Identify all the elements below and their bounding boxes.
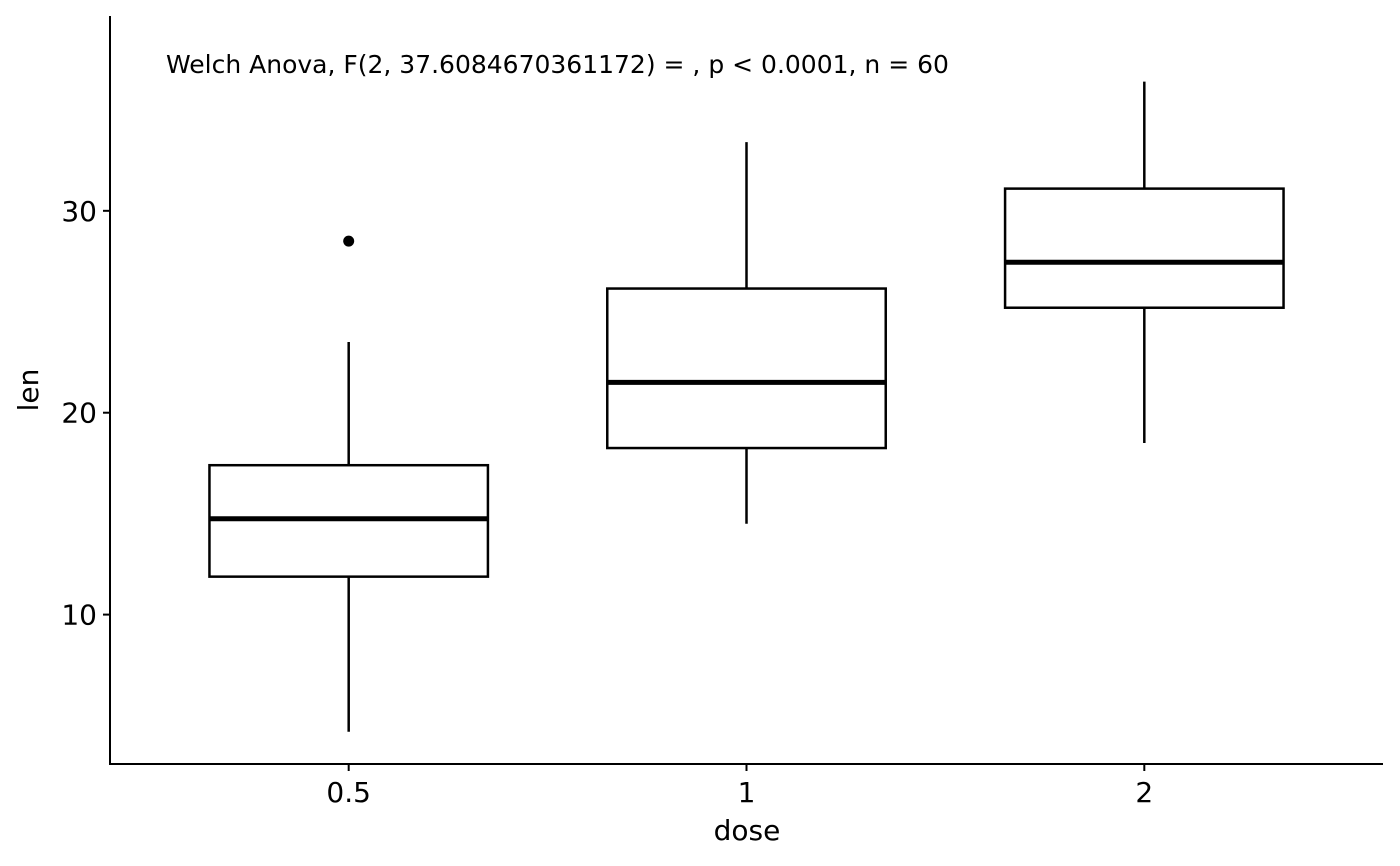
y-axis-label: len	[12, 369, 45, 412]
y-tick-label: 20	[61, 397, 97, 430]
y-tick-label: 10	[61, 599, 97, 632]
box-iqr	[606, 287, 887, 450]
box-1	[606, 142, 887, 524]
box-iqr	[1003, 187, 1285, 309]
x-tick-label: 2	[1135, 776, 1153, 809]
x-tick-label: 1	[738, 776, 756, 809]
outlier-point	[343, 235, 355, 247]
x-tick-label: 0.5	[326, 776, 371, 809]
box-2	[1003, 81, 1285, 443]
box-0.5	[208, 235, 490, 732]
y-tick-label: 30	[61, 195, 97, 228]
x-axis-label: dose	[714, 814, 781, 847]
chart-annotation: Welch Anova, F(2, 37.6084670361172) = , …	[166, 50, 949, 79]
